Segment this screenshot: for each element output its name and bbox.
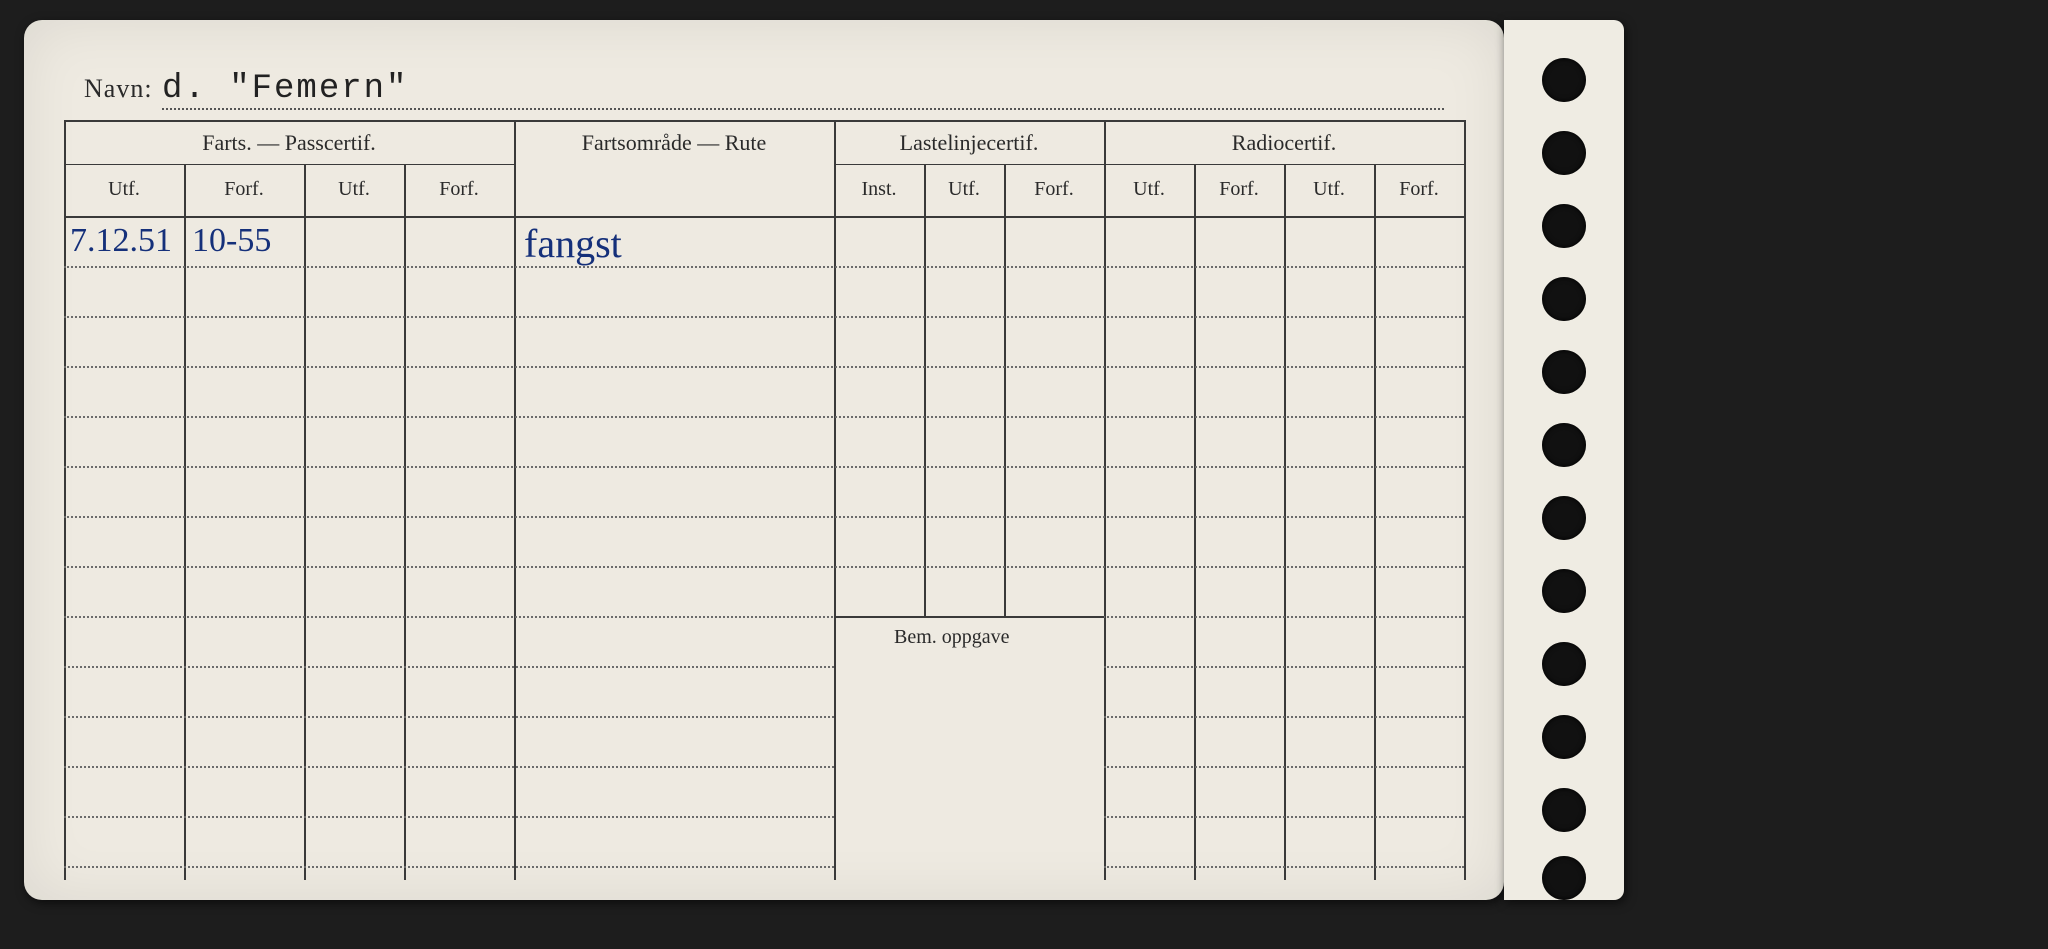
punch-hole — [1542, 715, 1586, 759]
table-frame: Farts. — Passcertif. Fartsområde — Rute … — [64, 120, 1464, 880]
rule-header-bottom — [64, 216, 1464, 218]
binding-strip — [1504, 20, 1624, 900]
name-underline — [162, 108, 1444, 110]
punch-hole — [1542, 496, 1586, 540]
cell-farts-utf1: 7.12.51 — [70, 222, 172, 260]
sub-radio-forf2: Forf. — [1374, 178, 1464, 201]
row-line — [1104, 716, 1464, 718]
punch-hole — [1542, 856, 1586, 900]
sub-radio-forf1: Forf. — [1194, 178, 1284, 201]
sub-radio-utf2: Utf. — [1284, 178, 1374, 201]
vline-l — [1374, 164, 1376, 880]
sub-radio-utf1: Utf. — [1104, 178, 1194, 201]
row-line — [64, 266, 1464, 268]
sub-farts-forf1: Forf. — [184, 178, 304, 201]
vline-f — [834, 120, 836, 880]
vline-right — [1464, 120, 1466, 880]
row-line — [1104, 766, 1464, 768]
punch-hole — [1542, 58, 1586, 102]
group-radio: Radiocertif. — [1104, 130, 1464, 156]
punch-hole — [1542, 788, 1586, 832]
punch-hole — [1542, 642, 1586, 686]
vline-h — [1004, 164, 1006, 616]
rule-group-laste — [834, 164, 1104, 165]
row-line — [64, 466, 1464, 468]
row-line — [64, 416, 1464, 418]
row-line — [64, 866, 834, 868]
sub-laste-utf: Utf. — [924, 178, 1004, 201]
vline-g — [924, 164, 926, 616]
row-line — [64, 716, 834, 718]
name-value: d. "Femern" — [162, 70, 408, 108]
name-label: Navn: — [84, 74, 153, 104]
row-line — [64, 316, 1464, 318]
row-line — [1104, 866, 1464, 868]
row-line — [64, 516, 1464, 518]
sub-farts-utf1: Utf. — [64, 178, 184, 201]
sub-laste-forf: Forf. — [1004, 178, 1104, 201]
row-line — [1104, 816, 1464, 818]
punch-hole — [1542, 350, 1586, 394]
row-line — [64, 816, 834, 818]
group-fartsomraade: Fartsområde — Rute — [514, 130, 834, 156]
vline-b — [184, 164, 186, 880]
row-line — [64, 766, 834, 768]
index-card: Navn: d. "Femern" Farts. — Passcertif. F… — [24, 20, 1504, 900]
name-row: Navn: d. "Femern" — [84, 60, 1444, 110]
bem-oppgave-label: Bem. oppgave — [894, 626, 1010, 649]
row-line — [64, 366, 1464, 368]
punch-hole — [1542, 423, 1586, 467]
cell-farts-forf1: 10-55 — [192, 222, 271, 260]
punch-hole — [1542, 204, 1586, 248]
row-line — [64, 666, 834, 668]
sub-farts-forf2: Forf. — [404, 178, 514, 201]
row-line — [1104, 666, 1464, 668]
punch-hole — [1542, 277, 1586, 321]
vline-j — [1194, 164, 1196, 880]
punch-hole — [1542, 569, 1586, 613]
group-lastelinje: Lastelinjecertif. — [834, 130, 1104, 156]
sub-farts-utf2: Utf. — [304, 178, 404, 201]
row-line — [64, 616, 1464, 618]
vline-c — [304, 164, 306, 880]
bem-divider — [834, 616, 1104, 618]
punch-hole — [1542, 131, 1586, 175]
sub-laste-inst: Inst. — [834, 178, 924, 201]
group-farts: Farts. — Passcertif. — [64, 130, 514, 156]
cell-fartsomraade: fangst — [524, 220, 622, 267]
vline-k — [1284, 164, 1286, 880]
rule-top — [64, 120, 1464, 122]
vline-d — [404, 164, 406, 880]
row-line — [64, 566, 1464, 568]
rule-group-farts — [64, 164, 514, 165]
